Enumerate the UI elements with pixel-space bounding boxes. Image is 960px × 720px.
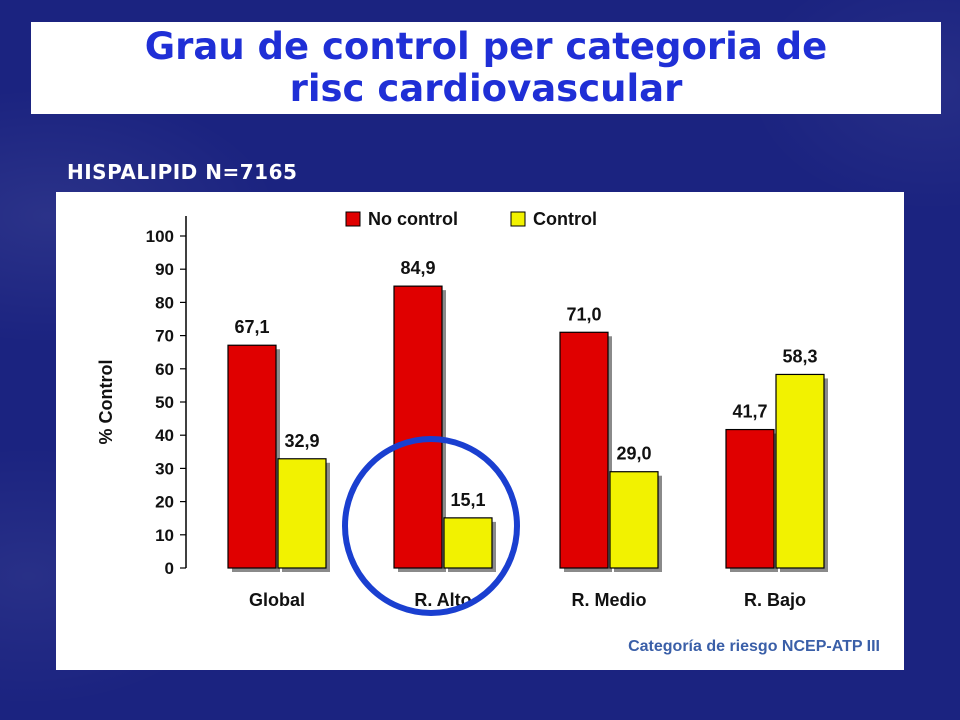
y-tick-label: 50 — [155, 393, 174, 412]
slide-subtitle: HISPALIPID N=7165 — [67, 160, 298, 184]
y-tick-label: 80 — [155, 293, 174, 312]
bar-chart: 0 10 20 30 40 50 60 70 80 90 100 % Control 67,1 32,9 G… — [96, 209, 828, 616]
y-tick-label: 100 — [146, 227, 174, 246]
title-box: Grau de control per categoria de risc ca… — [31, 22, 941, 114]
y-tick-label: 30 — [155, 459, 174, 478]
bar-no-control — [725, 428, 775, 569]
bar-no-control — [559, 331, 609, 569]
bar-control — [775, 373, 825, 569]
x-axis-caption: Categoría de riesgo NCEP-ATP III — [628, 638, 880, 655]
x-tick-label: Global — [249, 590, 305, 610]
x-tick-label: R. Medio — [572, 590, 647, 610]
data-label: 67,1 — [234, 317, 269, 337]
y-axis-label: % Control — [96, 360, 116, 445]
bar-no-control — [393, 285, 443, 569]
highlight-circle — [342, 436, 520, 616]
y-tick-label: 70 — [155, 327, 174, 346]
data-label: 71,0 — [566, 304, 601, 324]
legend-label: No control — [368, 209, 458, 229]
data-label: 84,9 — [400, 258, 435, 278]
bar-control — [609, 471, 659, 569]
x-tick-label: R. Bajo — [744, 590, 806, 610]
data-label: 41,7 — [732, 402, 767, 422]
bar-control — [443, 517, 493, 569]
data-label: 29,0 — [616, 444, 651, 464]
y-tick-label: 10 — [155, 526, 174, 545]
y-tick-label: 0 — [165, 559, 174, 578]
x-tick-label: R. Alto — [414, 590, 471, 610]
data-label: 15,1 — [450, 490, 485, 510]
chart-panel: 0 10 20 30 40 50 60 70 80 90 100 % Control 67,1 32,9 G… — [56, 192, 904, 670]
slide-title: Grau de control per categoria de risc ca… — [144, 25, 828, 110]
legend-swatch — [345, 211, 361, 227]
bar-control — [277, 458, 327, 569]
y-tick-label: 20 — [155, 493, 174, 512]
data-label: 32,9 — [284, 431, 319, 451]
y-tick-label: 60 — [155, 360, 174, 379]
legend-label: Control — [533, 209, 597, 229]
y-tick-label: 40 — [155, 426, 174, 445]
y-tick-label: 90 — [155, 260, 174, 279]
legend-swatch — [510, 211, 526, 227]
bar-no-control — [227, 344, 277, 569]
data-label: 58,3 — [782, 346, 817, 366]
